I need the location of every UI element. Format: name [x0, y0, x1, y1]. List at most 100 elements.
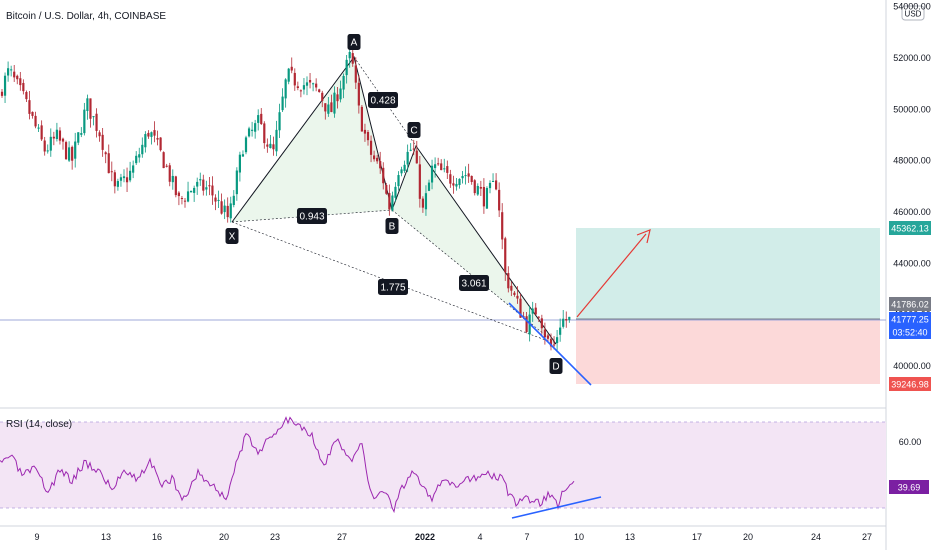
time-tick: 16 [152, 532, 162, 542]
candle-body [193, 187, 196, 193]
candle-body [488, 182, 492, 189]
candle-body [333, 92, 336, 114]
candle-body [305, 82, 309, 86]
candle-body [363, 129, 367, 134]
candle-body [144, 134, 147, 148]
rsi-tick-60: 60.00 [899, 437, 922, 447]
candle-body [552, 344, 556, 346]
target-arrow-line[interactable] [576, 233, 647, 318]
ratio-badge [378, 279, 408, 295]
candle-body [34, 115, 37, 127]
candle-body [168, 165, 171, 182]
candle-body [531, 308, 534, 314]
candle-body [409, 149, 412, 151]
candle-body [501, 212, 504, 240]
candle-body [199, 179, 202, 181]
price-axis-tags: 45362.13 41786.02 41777.25 03:52:40 39246.98 [889, 221, 931, 391]
candle-body [190, 190, 193, 193]
candle-body [330, 102, 333, 113]
candle-body [351, 53, 354, 64]
candle-body [19, 78, 22, 86]
candle-body [71, 146, 74, 161]
candle-body [220, 201, 223, 214]
currency-badge[interactable] [901, 5, 925, 21]
candle-body [440, 163, 443, 171]
candle-body [568, 316, 571, 320]
time-tick: 27 [337, 532, 347, 542]
chart-title: Bitcoin / U.S. Dollar, 4h, COINBASE [6, 11, 166, 22]
candle-body [272, 144, 275, 150]
candle-body [476, 185, 479, 195]
candle-body [446, 166, 449, 173]
candle-body [315, 83, 318, 88]
candle-body [211, 185, 214, 196]
candle-body [461, 175, 464, 179]
point-b-label: B [389, 222, 396, 233]
rsi-trend-line[interactable] [511, 496, 602, 519]
candle-body [86, 98, 89, 112]
candle-body [491, 181, 495, 183]
price-tick: 52000.00 [893, 53, 931, 63]
price-tag-target [889, 221, 931, 235]
loss-zone[interactable] [576, 319, 880, 384]
candle-body [266, 144, 269, 147]
candle-body [546, 335, 550, 339]
candle-body [156, 138, 159, 140]
candle-body [251, 129, 254, 131]
pattern-triangle-xab [232, 57, 392, 222]
candle-body [339, 88, 342, 100]
candle-body [299, 90, 302, 92]
candle-body [98, 132, 101, 137]
rsi-line [0, 416, 575, 514]
candle-body [482, 186, 485, 207]
candle-body [302, 85, 306, 90]
candle-body [345, 59, 348, 76]
candle-body [52, 136, 55, 139]
candle-body [479, 186, 482, 189]
price-tag-entry-text: 41786.02 [891, 300, 929, 310]
point-c-badge [407, 122, 421, 138]
price-trend-line[interactable] [508, 302, 592, 386]
candle-body [119, 177, 123, 181]
candle-body [22, 82, 25, 92]
candle-body [366, 131, 370, 141]
candle-body [147, 132, 150, 137]
currency-badge-label: USD [905, 10, 922, 19]
time-tick: 13 [101, 532, 111, 542]
price-tag-entry [889, 297, 931, 311]
candle-body [360, 106, 363, 132]
candle-body [58, 130, 62, 141]
candle-body [403, 164, 406, 171]
candle-body [0, 91, 4, 96]
candle-body [125, 177, 129, 183]
candle-body [89, 98, 92, 119]
price-tick: 48000.00 [893, 156, 931, 166]
candle-body [537, 316, 540, 318]
rsi-value-tag [889, 480, 929, 494]
price-tick: 46000.00 [893, 207, 931, 217]
candle-body [464, 175, 467, 177]
time-axis[interactable]: 9 13 16 20 23 27 2022 4 7 10 13 17 20 24 27 [34, 532, 872, 542]
candle-body [116, 181, 119, 187]
profit-zone[interactable] [576, 228, 880, 319]
candle-body [385, 184, 388, 194]
candle-body [400, 169, 403, 174]
price-tag-last-text: 41777.25 [891, 315, 929, 325]
time-tick: 20 [743, 532, 753, 542]
candle-body [388, 193, 391, 210]
candle-body [122, 176, 126, 179]
candle-body [308, 79, 312, 83]
candle-body [357, 82, 360, 106]
candle-body [186, 191, 190, 202]
candle-body [3, 75, 7, 96]
target-arrow-head [636, 229, 651, 244]
candle-body [214, 197, 217, 202]
candle-body [562, 318, 565, 327]
candle-body [141, 144, 144, 155]
candle-body [424, 193, 428, 210]
candle-body [107, 153, 110, 174]
candle-body [74, 141, 77, 159]
candle-body [348, 51, 351, 59]
price-tag-target-text: 45362.13 [891, 224, 929, 234]
candle-body [510, 285, 513, 291]
